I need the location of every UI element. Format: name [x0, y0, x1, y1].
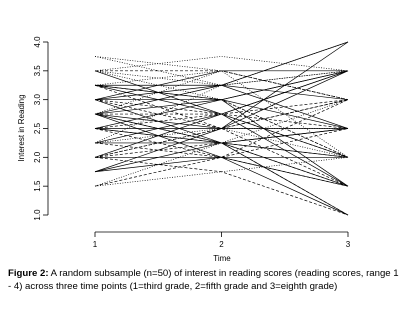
series-line	[94, 84, 349, 187]
x-tick-label: 1	[93, 240, 98, 249]
y-tick-label: 3.5	[33, 65, 42, 77]
caption-text: A random subsample (n=50) of interest in…	[8, 268, 399, 292]
series-line	[94, 156, 349, 187]
series-line	[94, 70, 349, 158]
y-tick-label: 1.0	[33, 209, 42, 221]
series-line	[94, 128, 349, 158]
series-line	[94, 84, 349, 158]
series-line	[95, 99, 349, 115]
series-line	[94, 70, 349, 158]
x-axis-label: Time	[213, 254, 231, 263]
series-line	[94, 70, 349, 144]
series-line	[94, 70, 349, 144]
series-line	[94, 56, 349, 86]
series-line	[95, 142, 349, 158]
caption-label: Figure 2:	[8, 268, 49, 279]
series-line	[94, 84, 349, 129]
x-tick-label: 3	[346, 240, 351, 249]
series-line	[94, 56, 349, 101]
y-tick-label: 4.0	[33, 36, 42, 48]
series-line	[94, 41, 349, 115]
y-tick-label: 1.5	[33, 180, 42, 192]
x-tick-label: 2	[219, 240, 224, 249]
series-line	[94, 128, 348, 144]
series-line	[94, 128, 349, 173]
series-line	[94, 99, 349, 187]
series-line	[94, 70, 349, 173]
series-line	[94, 99, 349, 158]
y-tick-label: 3.0	[33, 94, 42, 106]
caption: Figure 2: A random subsample (n=50) of i…	[8, 267, 400, 293]
series-line	[94, 113, 349, 158]
series-line	[94, 156, 349, 216]
series-line	[94, 113, 349, 187]
series-line	[94, 142, 349, 158]
series-line	[94, 113, 349, 187]
series-line	[94, 56, 349, 72]
y-tick-label: 2.5	[33, 122, 42, 134]
series-line	[94, 84, 349, 129]
series-line	[94, 99, 349, 144]
y-axis-label: Interest in Reading	[17, 94, 26, 161]
series-line	[95, 84, 349, 101]
series-line	[95, 70, 349, 101]
series-line	[94, 99, 349, 187]
series-line	[94, 41, 349, 86]
chart: Interest in Reading Time 1.0 1.5 2.0 2.5 3.0…	[17, 36, 351, 263]
series-line	[94, 84, 349, 158]
y-tick-label: 2.0	[33, 151, 42, 163]
